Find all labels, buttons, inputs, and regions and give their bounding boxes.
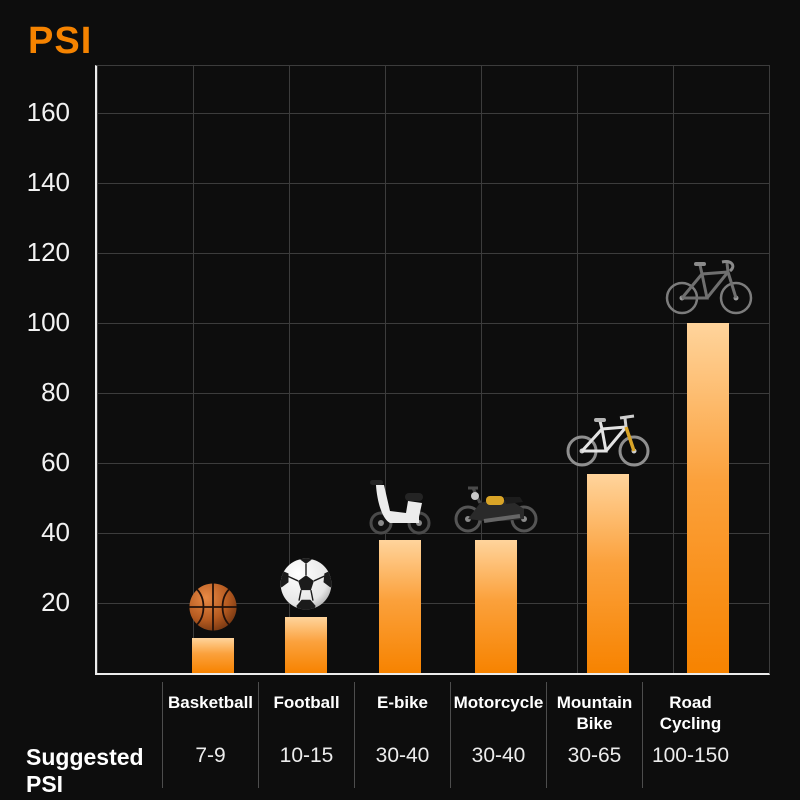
- bar: [475, 540, 517, 673]
- category-label: Mountain Bike: [546, 682, 642, 740]
- basketball-icon: [187, 581, 239, 633]
- category-label: Motorcycle: [450, 682, 546, 740]
- bar-column-mountain-bike: [566, 403, 650, 673]
- y-tick-label: 60: [41, 447, 70, 477]
- y-tick-label: 120: [26, 237, 70, 267]
- psi-value: 100-150: [642, 740, 738, 788]
- psi-value: 7-9: [162, 740, 258, 788]
- football-icon: [278, 556, 334, 612]
- category-label: Road Cycling: [642, 682, 738, 740]
- psi-value: 30-40: [354, 740, 450, 788]
- bar: [192, 638, 234, 673]
- footer-spacer: [0, 682, 162, 740]
- suggested-psi-table: Basketball Football E-bike Motorcycle Mo…: [0, 682, 800, 797]
- bar-column-motorcycle: [454, 475, 538, 673]
- e-bike-icon: [364, 471, 436, 535]
- y-axis: 160 140 120 100 80 60 40 20: [0, 0, 80, 700]
- category-label: E-bike: [354, 682, 450, 740]
- bar: [379, 540, 421, 673]
- category-label: Football: [258, 682, 354, 740]
- suggested-psi-label: Suggested PSI: [26, 744, 144, 797]
- plot-area: [95, 65, 770, 675]
- psi-value: 30-40: [450, 740, 546, 788]
- bar: [687, 323, 729, 673]
- psi-value: 30-65: [546, 740, 642, 788]
- bar-column-road-bike: [665, 248, 753, 673]
- y-tick-label: 160: [26, 97, 70, 127]
- y-tick-label: 80: [41, 377, 70, 407]
- chart-title: PSI: [28, 20, 93, 62]
- bar-column-basketball: [189, 581, 237, 673]
- bar: [285, 617, 327, 673]
- psi-value: 10-15: [258, 740, 354, 788]
- y-tick-label: 40: [41, 517, 70, 547]
- mountain-bike-icon: [562, 403, 654, 469]
- road-bike-icon: [660, 248, 756, 318]
- y-tick-label: 100: [26, 307, 70, 337]
- bar-column-ebike: [369, 471, 431, 673]
- y-tick-label: 20: [41, 587, 70, 617]
- motorcycle-icon: [450, 475, 542, 535]
- bar: [587, 473, 629, 673]
- category-label: Basketball: [162, 682, 258, 740]
- bar-column-football: [280, 556, 332, 673]
- y-tick-label: 140: [26, 167, 70, 197]
